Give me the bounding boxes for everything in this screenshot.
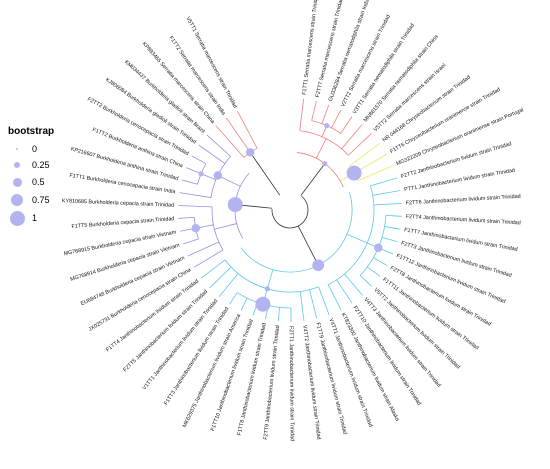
bootstrap-node [264, 286, 270, 292]
legend-dot [12, 177, 22, 187]
legend-dot [11, 194, 23, 206]
tip-label: F2TT6 Janthinobacterium lividum strain T… [406, 194, 521, 207]
bootstrap-node [312, 259, 325, 272]
tip-branch [311, 101, 317, 121]
tip-branch [182, 179, 198, 185]
tip-branch [229, 292, 238, 305]
tip-branch [336, 279, 353, 304]
tip-branch [183, 238, 199, 245]
tip-branch [373, 202, 402, 206]
tip-branch [277, 307, 281, 322]
tip-branch [218, 273, 239, 297]
tip-branch [186, 167, 202, 175]
tip-branch [206, 134, 231, 157]
tip-label: V4TT2 Janthinobacterium lividum strain T… [301, 325, 321, 440]
bootstrap-node [322, 160, 328, 167]
bootstrap-node [227, 197, 243, 213]
legend-label: 0.5 [32, 177, 45, 187]
legend-label: 1 [32, 213, 38, 223]
bootstrap-node [324, 123, 330, 129]
tip-branch [178, 205, 213, 208]
tip-branch [370, 177, 398, 187]
tip-branch [331, 109, 342, 129]
tree-branches [178, 98, 402, 322]
tip-branch [348, 133, 372, 156]
tip-branch [299, 291, 305, 322]
tip-branch [381, 236, 398, 243]
tip-branch [349, 142, 381, 167]
legend-dot [9, 210, 25, 226]
clade-stem [266, 269, 274, 289]
tip-branch [341, 124, 363, 150]
clade-arc [224, 259, 319, 293]
tip-branch [373, 257, 388, 266]
legend-item-0-75: 0.75 [8, 192, 50, 208]
bootstrap-node [191, 224, 201, 233]
tip-branch [367, 266, 381, 277]
tip-branch [299, 98, 305, 131]
tip-branch [344, 273, 363, 296]
legend-item-0-5: 0.5 [8, 174, 45, 190]
clade-arc [240, 192, 353, 273]
tip-label: F2TT1 Janthinobacterium lividum strain T… [288, 326, 295, 441]
tip-label: F1TT2 Burkholderia anthina strain China [91, 127, 183, 169]
tip-branch [240, 297, 248, 311]
tip-labels: F1TT1 Serratia marcescens strain Trinida… [62, 0, 525, 441]
tip-branch [309, 289, 318, 319]
tip-branch [321, 104, 330, 124]
tip-branch [327, 284, 342, 310]
bootstrap-nodes [191, 123, 383, 312]
clade-arc [299, 130, 349, 156]
legend-label: 0.75 [32, 195, 50, 205]
backbone-branch [300, 163, 326, 196]
legend-dot [16, 148, 18, 150]
bootstrap-node [255, 296, 271, 312]
bootstrap-node [198, 171, 204, 177]
backbone-branch [249, 152, 281, 196]
tip-branch [178, 216, 195, 219]
tip-branch [191, 155, 207, 165]
root-arc [271, 195, 309, 229]
legend-item-1: 1 [8, 210, 37, 226]
clade-stem [214, 223, 237, 230]
clade-stem [200, 173, 217, 181]
legend-title: bootstrap [8, 126, 55, 137]
tip-label: F2TT9 Janthinobacterium lividum strain T… [263, 325, 281, 440]
bootstrap-node [245, 148, 255, 157]
tip-branch [215, 125, 245, 158]
clade-stem [315, 138, 327, 159]
clade-stem [346, 233, 368, 244]
tip-branch [359, 275, 373, 287]
tip-branch [384, 226, 401, 230]
tip-branch [179, 192, 212, 198]
legend-label: 0 [32, 144, 38, 154]
bootstrap-node [213, 171, 223, 180]
legend-label: 0.25 [32, 160, 50, 170]
tip-branch [187, 241, 220, 257]
tip-branch [385, 215, 402, 217]
tip-branch [209, 266, 232, 289]
tip-branch [372, 190, 401, 196]
tip-branch [193, 249, 224, 268]
tip-label: KY810685 Burkholderia cepacia strain Tri… [62, 198, 175, 209]
bootstrap-node [346, 165, 362, 181]
tip-label: F1TT5 Burkholderia cepacia strain Trinid… [71, 216, 174, 230]
tip-branch [340, 116, 353, 134]
tip-branch [226, 117, 251, 153]
legend-item-0-25: 0.25 [8, 157, 50, 173]
tip-branch [318, 286, 330, 316]
tip-branch [200, 259, 226, 279]
tip-branch [357, 165, 394, 182]
tip-branch [237, 110, 258, 149]
tip-label: F2TT4 Janthinobacterium lividum strain T… [406, 214, 521, 226]
backbone-branch [297, 225, 319, 266]
tip-branch [198, 144, 226, 164]
tip-label: F1TT1 Serratia marcescens strain Trinida… [302, 0, 320, 95]
legend-item-0: 0 [8, 141, 37, 157]
legend-dot [14, 162, 20, 168]
bootstrap-node [374, 243, 383, 252]
